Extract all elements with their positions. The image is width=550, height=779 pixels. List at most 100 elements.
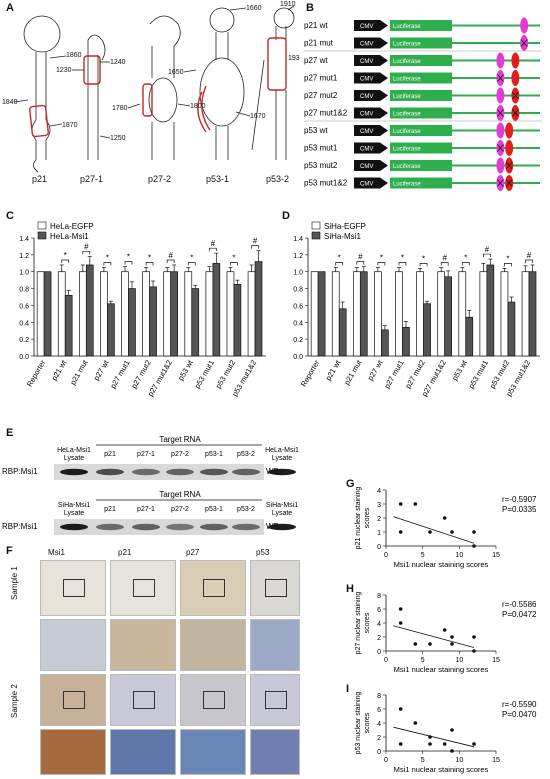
luciferase-label: Luciferase xyxy=(393,59,421,65)
blot-header: Target RNA xyxy=(159,435,201,444)
x-tick-label: 10 xyxy=(455,757,463,764)
blot-lane-label: p21 xyxy=(104,451,116,458)
ihc-row-sample1: Sample 1 xyxy=(10,566,19,600)
ihc-sample1-msi1-low xyxy=(40,560,106,616)
legend-label: SiHa-Msi1 xyxy=(324,232,361,241)
significance-bracket xyxy=(209,247,217,252)
structure-p27-1 xyxy=(72,34,111,160)
bar xyxy=(36,271,45,357)
p21-label-1870: 1870 xyxy=(62,122,78,129)
luciferase-label: Luciferase xyxy=(393,94,421,100)
significance-bracket xyxy=(419,262,428,267)
data-point xyxy=(472,649,476,653)
y-tick-label: 1.2 xyxy=(19,253,29,260)
y-tick-label: 0 xyxy=(377,649,381,656)
luciferase-label: Luciferase xyxy=(393,147,421,153)
ihc-sample2-p53-high xyxy=(250,729,300,775)
x-tick-label: 0 xyxy=(384,552,388,559)
blot-row-label: RBP:Msi1 xyxy=(2,522,38,531)
significance-bracket xyxy=(377,262,386,266)
data-point xyxy=(413,721,418,725)
bar xyxy=(78,271,87,357)
significance-mark: * xyxy=(338,254,341,263)
data-point xyxy=(428,735,432,739)
mutation-mark xyxy=(512,91,519,100)
legend-swatch xyxy=(37,221,47,230)
x-tick-label: p21 mut xyxy=(68,358,90,387)
data-point xyxy=(450,728,454,732)
construct-label: p27 wt xyxy=(304,56,328,65)
structure-p53-1 xyxy=(183,7,251,160)
blot-band xyxy=(96,523,124,531)
mutation-mark xyxy=(497,74,504,82)
y-tick-label: 3 xyxy=(377,502,381,509)
ihc-sample1-p53-low xyxy=(250,560,300,616)
blot-lane-label: p53-1 xyxy=(205,506,223,513)
bar xyxy=(500,271,509,357)
correlation-r: r=-0.5907 xyxy=(502,495,537,504)
panel-d-letter: D xyxy=(282,210,290,222)
significance-mark: # xyxy=(84,243,89,252)
cmv-label: CMV xyxy=(360,182,373,188)
x-tick-label: 10 xyxy=(455,657,463,664)
cmv-promoter xyxy=(354,142,388,154)
ihc-sample1-p53-high xyxy=(250,619,300,671)
legend-label: HeLa-EGFP xyxy=(50,222,94,231)
ihc-sample1-p27-high xyxy=(180,619,246,671)
blot-band xyxy=(132,468,160,476)
y-tick-label: 0 xyxy=(377,544,381,551)
y-tick-label: 0.2 xyxy=(293,337,303,344)
panel-b-letter: B xyxy=(306,2,314,14)
y-tick-label: 6 xyxy=(377,707,381,714)
ihc-sample2-msi1-high xyxy=(40,729,106,775)
bar xyxy=(310,271,319,357)
p53-2-label-1930: 1930 xyxy=(288,55,300,62)
mutation-mark xyxy=(505,161,513,170)
cmv-promoter xyxy=(354,90,388,101)
regression-line xyxy=(393,516,475,544)
panel-g-letter: G xyxy=(346,478,355,490)
mutation-mark xyxy=(512,109,519,117)
msi1-binding-site xyxy=(520,17,529,34)
y-tick-label: 0.0 xyxy=(293,354,303,361)
data-point xyxy=(398,607,403,611)
blot-row-label: RBP:Msi1 xyxy=(2,467,38,476)
msi1-binding-site xyxy=(505,122,514,139)
blot-band xyxy=(232,468,260,476)
cmv-label: CMV xyxy=(360,164,373,170)
construct-label: p27 mut2 xyxy=(304,91,338,100)
bar xyxy=(521,271,530,357)
legend-label: SiHa-EGFP xyxy=(324,222,366,231)
y-tick-label: 1 xyxy=(377,530,381,537)
ihc-sample1-p21-high xyxy=(110,619,176,671)
blot-lane-label: p53-1 xyxy=(205,451,223,458)
x-tick-label: p27 mut1 xyxy=(108,359,131,391)
ihc-col-p21: p21 xyxy=(118,548,132,557)
data-point xyxy=(442,742,447,746)
bar xyxy=(247,271,256,357)
significance-mark: # xyxy=(358,253,363,262)
construct-label: p27 mut1 xyxy=(304,74,338,83)
y-tick-label: 8 xyxy=(377,693,381,700)
significance-bracket xyxy=(335,262,344,266)
ihc-sample2-p21-low xyxy=(110,674,176,726)
bar-chart-siha: 0.0 0.2 0.4 0.6 0.8 1.0 1.2 1.4 SiHa-EGFPSiHa-Ms… xyxy=(293,221,540,398)
bar xyxy=(212,262,221,357)
data-point xyxy=(450,635,454,639)
y-tick-label: 0.6 xyxy=(293,303,303,310)
significance-bracket xyxy=(398,262,407,266)
panel-h-letter: H xyxy=(346,583,354,595)
ihc-sample1-p21-low xyxy=(110,560,176,616)
cmv-label: CMV xyxy=(360,24,373,30)
x-tick-label: 15 xyxy=(492,757,500,764)
x-tick-label: p27 mut1 xyxy=(382,359,405,391)
ihc-sample2-p27-low xyxy=(180,674,246,726)
x-tick-label: 5 xyxy=(421,552,425,559)
x-tick-label: 15 xyxy=(492,657,500,664)
x-tick-label: p53 mut1 xyxy=(467,359,490,391)
structure-name-p21: p21 xyxy=(32,174,47,184)
y-tick-label: 0.6 xyxy=(19,303,29,310)
mutation-mark xyxy=(497,144,504,152)
p53-2-label-1910: 1910 xyxy=(280,1,296,8)
x-tick-label: 5 xyxy=(421,757,425,764)
